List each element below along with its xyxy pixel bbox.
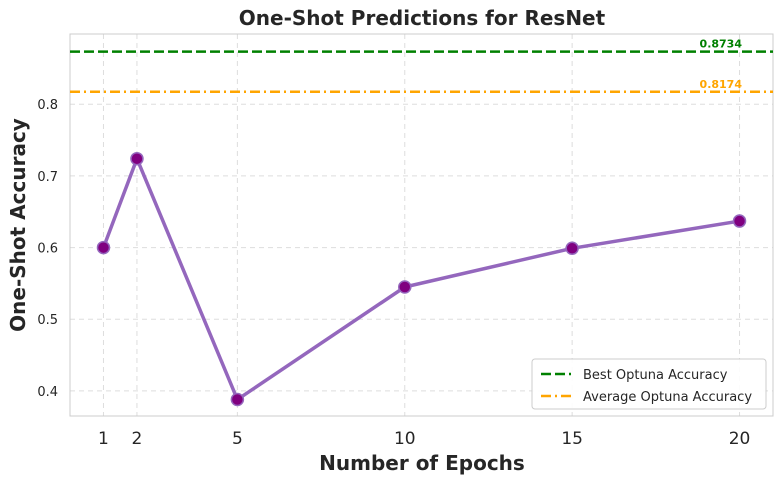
x-tick-label: 5	[232, 429, 243, 449]
chart-title: One-Shot Predictions for ResNet	[239, 6, 606, 30]
x-axis-label: Number of Epochs	[319, 451, 525, 475]
legend: Best Optuna Accuracy Average Optuna Accur…	[531, 358, 767, 410]
data-point-0	[96, 240, 111, 255]
y-axis-label: One-Shot Accuracy	[6, 118, 30, 332]
data-point-2	[230, 392, 245, 407]
legend-entry-1: Average Optuna Accuracy	[583, 390, 752, 405]
data-point-5	[732, 214, 747, 228]
x-tick-label: 20	[729, 429, 751, 449]
x-ticks: 1 2 5 10 15 20	[98, 429, 750, 449]
data-point-3	[398, 280, 412, 294]
series-line-0	[101, 156, 740, 402]
reference-lines: 0.8734 0.8174	[70, 38, 773, 94]
data-point-4	[565, 241, 579, 256]
y-tick-label: 0.6	[37, 242, 58, 257]
ref-line-label-1: 0.8174	[700, 78, 743, 91]
legend-entry-0: Best Optuna Accuracy	[583, 368, 728, 383]
y-tick-label: 0.7	[37, 170, 58, 185]
data-point-1	[130, 151, 144, 166]
x-tick-label: 10	[394, 429, 416, 449]
y-tick-label: 0.8	[37, 98, 58, 113]
x-tick-label: 1	[98, 429, 109, 449]
x-tick-label: 15	[561, 429, 583, 449]
y-tick-label: 0.4	[37, 385, 58, 400]
ref-line-label-0: 0.8734	[700, 38, 743, 51]
y-tick-label: 0.5	[37, 313, 58, 328]
x-tick-label: 2	[132, 429, 143, 449]
series-group	[96, 151, 747, 407]
legend-box	[531, 358, 767, 410]
y-ticks: 0.4 0.5 0.6 0.7 0.8	[37, 98, 58, 400]
plot-frame	[69, 33, 774, 417]
